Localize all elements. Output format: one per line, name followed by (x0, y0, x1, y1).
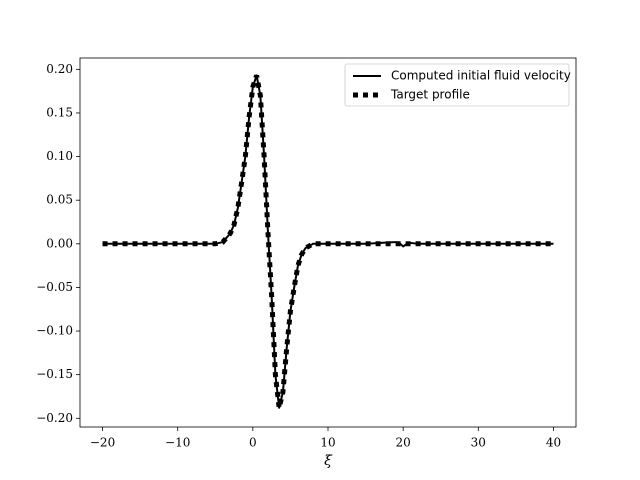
y-tick-label: −0.05 (36, 280, 73, 294)
x-tick-label: 0 (249, 436, 257, 450)
y-tick-label: 0.00 (46, 236, 73, 250)
legend-label: Computed initial fluid velocity (391, 69, 571, 83)
x-tick-label: −20 (90, 436, 115, 450)
y-tick-label: 0.15 (46, 105, 73, 119)
legend: Computed initial fluid velocity Target pr… (344, 63, 571, 107)
y-tick-label: −0.15 (36, 367, 73, 381)
legend-label: Target profile (390, 88, 470, 102)
x-tick-label: 10 (320, 436, 335, 450)
x-tick-label: 20 (396, 436, 411, 450)
x-tick-label: 30 (471, 436, 486, 450)
x-tick-label: −10 (165, 436, 190, 450)
y-tick-label: 0.20 (46, 62, 73, 76)
legend-box (344, 63, 570, 107)
series-line (102, 74, 554, 409)
x-axis-label: ξ (324, 453, 333, 469)
y-tick-label: −0.20 (36, 411, 73, 425)
y-tick-label: 0.10 (46, 149, 73, 163)
y-tick-label: 0.05 (46, 193, 73, 207)
y-tick-label: −0.10 (36, 324, 73, 338)
x-tick-label: 40 (546, 436, 561, 450)
